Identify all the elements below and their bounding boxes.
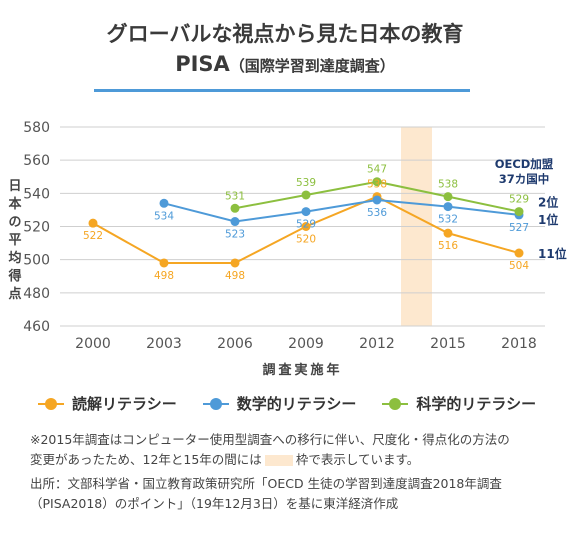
data-point — [443, 228, 453, 238]
source-line-1: 出所：文部科学省・国立教育政策研究所「OECD 生徒の学習到達度調査2018年調… — [30, 476, 502, 491]
legend-swatch — [202, 397, 229, 410]
data-label: 536 — [367, 207, 387, 219]
title-pisa: PISA — [175, 52, 230, 76]
y-tick-label: 560 — [23, 153, 50, 169]
data-point — [514, 248, 524, 258]
data-label: 547 — [367, 164, 387, 176]
data-label: 529 — [296, 219, 316, 231]
data-label: 522 — [83, 230, 103, 242]
data-point — [372, 177, 382, 187]
x-tick-label: 2009 — [288, 336, 324, 352]
legend-item: 数学的リテラシー — [202, 393, 357, 414]
y-axis-label-char: 平 — [8, 233, 22, 248]
data-point — [372, 195, 382, 205]
data-label: 531 — [225, 190, 245, 202]
rank-label: 11位 — [538, 246, 567, 261]
line-chart: 460 480 500 520 540 560 580 2000 2003 2006 2009 20… — [23, 120, 567, 378]
data-label: 498 — [225, 270, 245, 282]
data-label: 538 — [438, 179, 458, 191]
oecd-note: 37カ国中 — [499, 172, 550, 186]
y-tick-label: 500 — [23, 253, 50, 269]
method-note-line-1: ※2015年調査はコンピューター使用型調査への移行に伴い、尺度化・得点化の方法の — [30, 432, 510, 447]
data-label: 498 — [154, 270, 174, 282]
legend: 読解リテラシー 数学的リテラシー 科学的リテラシー — [38, 393, 536, 414]
data-point — [301, 207, 311, 217]
data-label: 516 — [438, 240, 458, 252]
legend-swatch — [38, 397, 64, 410]
x-tick-label: 2012 — [359, 336, 395, 352]
method-note-line-2: 変更があったため、12年と15年の間には 枠で表示しています。 — [30, 452, 420, 467]
data-label: 523 — [225, 229, 245, 241]
x-tick-label: 2003 — [146, 336, 182, 352]
title-underline — [94, 89, 470, 92]
data-label: 504 — [509, 260, 529, 272]
data-label: 527 — [509, 222, 529, 234]
y-axis-label-char: 日 — [8, 179, 22, 194]
legend-label: 読解リテラシー — [72, 395, 177, 413]
method-note: ※2015年調査はコンピューター使用型調査への移行に伴い、尺度化・得点化の方法の… — [30, 430, 550, 470]
data-point — [159, 258, 169, 268]
data-label: 532 — [438, 214, 458, 226]
data-point — [230, 203, 240, 213]
y-axis-label-char: の — [8, 215, 22, 230]
legend-label: 数学的リテラシー — [236, 395, 357, 413]
rank-label: 2位 — [538, 195, 558, 210]
x-tick-label: 2015 — [430, 336, 466, 352]
data-point — [443, 192, 453, 202]
title-line-2: PISA（国際学習到達度調査） — [0, 52, 570, 76]
data-point — [230, 258, 240, 268]
x-tick-label: 2000 — [75, 336, 111, 352]
y-axis-label-char: 本 — [8, 197, 22, 212]
title-paren: （国際学習到達度調査） — [229, 57, 395, 75]
data-point — [88, 218, 98, 228]
source-line-2: （PISA2018）のポイント」（19年12月3日）を基に東洋経済作成 — [30, 496, 399, 511]
y-tick-label: 460 — [23, 319, 50, 335]
data-point — [514, 207, 524, 217]
data-label: 529 — [509, 194, 529, 206]
data-label: 538 — [367, 179, 387, 191]
y-tick-label: 540 — [23, 186, 50, 202]
data-point — [443, 202, 453, 212]
data-point — [159, 198, 169, 208]
y-axis-label: 日本の平均得点 — [6, 178, 24, 304]
legend-item: 科学的リテラシー — [382, 393, 536, 414]
oecd-note: OECD加盟 — [495, 157, 554, 171]
y-axis-label-char: 均 — [8, 251, 22, 266]
source-note: 出所：文部科学省・国立教育政策研究所「OECD 生徒の学習到達度調査2018年調… — [30, 474, 550, 514]
x-tick-label: 2018 — [501, 336, 537, 352]
y-tick-label: 480 — [23, 286, 50, 302]
rank-label: 1位 — [538, 212, 558, 227]
legend-item: 読解リテラシー — [38, 393, 177, 414]
y-axis-label-char: 得 — [8, 269, 22, 284]
y-tick-label: 520 — [23, 220, 50, 236]
x-tick-label: 2006 — [217, 336, 253, 352]
x-axis-label: 調査実施年 — [262, 362, 342, 378]
legend-swatch — [382, 397, 409, 410]
data-label: 539 — [296, 177, 316, 189]
series-line — [163, 198, 520, 223]
data-point — [301, 222, 311, 231]
legend-label: 科学的リテラシー — [416, 395, 537, 413]
data-point — [301, 190, 311, 200]
data-label: 534 — [154, 210, 174, 222]
y-tick-label: 580 — [23, 120, 50, 136]
highlight-swatch — [264, 455, 293, 466]
y-axis-label-char: 点 — [8, 287, 22, 302]
data-label: 520 — [296, 234, 316, 246]
data-point — [230, 217, 240, 227]
title-line-1: グローバルな視点から見た日本の教育 — [106, 22, 464, 46]
